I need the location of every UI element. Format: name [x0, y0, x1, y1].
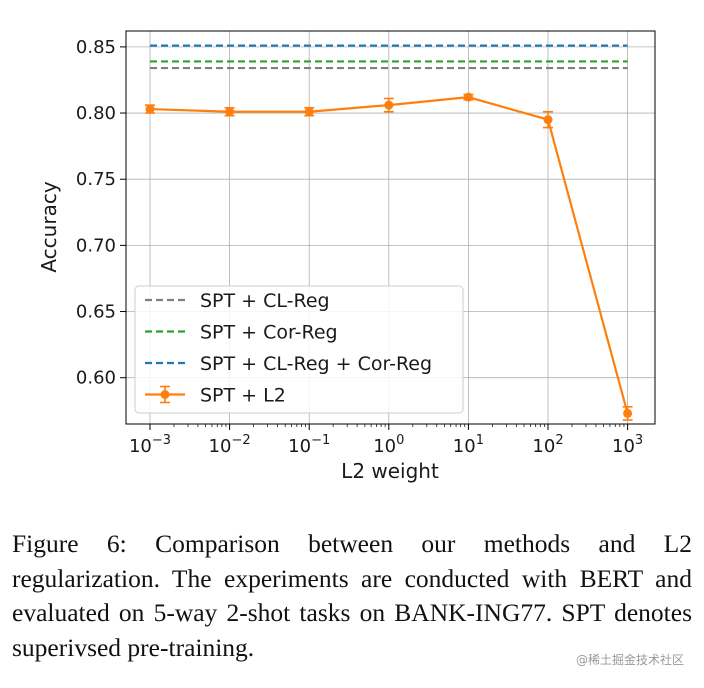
accuracy-vs-l2-weight-chart: 0.60 0.65 0.70 0.75 0.80 0.85 10−3 10−2 10−1 100…: [37, 30, 656, 483]
legend: SPT + CL-Reg SPT + Cor-Reg SPT + CL-Reg + …: [134, 285, 464, 414]
y-axis-label: Accuracy: [37, 181, 61, 272]
data-point: [225, 107, 235, 117]
legend-label: SPT + Cor-Reg: [200, 322, 338, 344]
x-tick-label: 10−3: [129, 433, 171, 457]
figure-caption: Figure 6: Comparison between our methods…: [12, 529, 692, 662]
x-tick-label: 10−1: [288, 433, 330, 457]
legend-label: SPT + L2: [200, 385, 286, 407]
baselines: [150, 44, 628, 70]
legend-label: SPT + CL-Reg + Cor-Reg: [200, 353, 432, 375]
x-tick-label: 103: [612, 433, 643, 457]
data-point: [543, 115, 553, 125]
data-point: [384, 100, 394, 110]
data-point: [304, 107, 314, 117]
x-tick-label: 102: [532, 433, 563, 457]
data-point: [145, 104, 155, 114]
watermark: @稀土掘金技术社区: [575, 653, 684, 667]
y-tick-label: 0.85: [76, 37, 116, 58]
legend-box: [134, 285, 464, 414]
x-tick-label: 101: [453, 433, 484, 457]
x-axis-ticks: 10−3 10−2 10−1 100 101 102 103: [129, 424, 643, 457]
x-tick-label: 10−2: [209, 433, 251, 457]
legend-marker: [160, 390, 170, 399]
data-point: [623, 408, 633, 418]
data-point: [463, 92, 473, 102]
y-tick-label: 0.75: [76, 169, 116, 190]
x-axis-label: L2 weight: [341, 459, 439, 483]
y-tick-label: 0.80: [76, 103, 116, 124]
y-tick-label: 0.60: [76, 368, 116, 389]
y-tick-label: 0.65: [76, 302, 116, 323]
x-tick-label: 100: [373, 433, 404, 457]
plot-frame: [125, 30, 656, 425]
y-tick-label: 0.70: [76, 235, 116, 256]
series: [145, 92, 633, 421]
y-axis-ticks: 0.60 0.65 0.70 0.75 0.80 0.85: [76, 37, 126, 389]
legend-label: SPT + CL-Reg: [200, 290, 330, 312]
